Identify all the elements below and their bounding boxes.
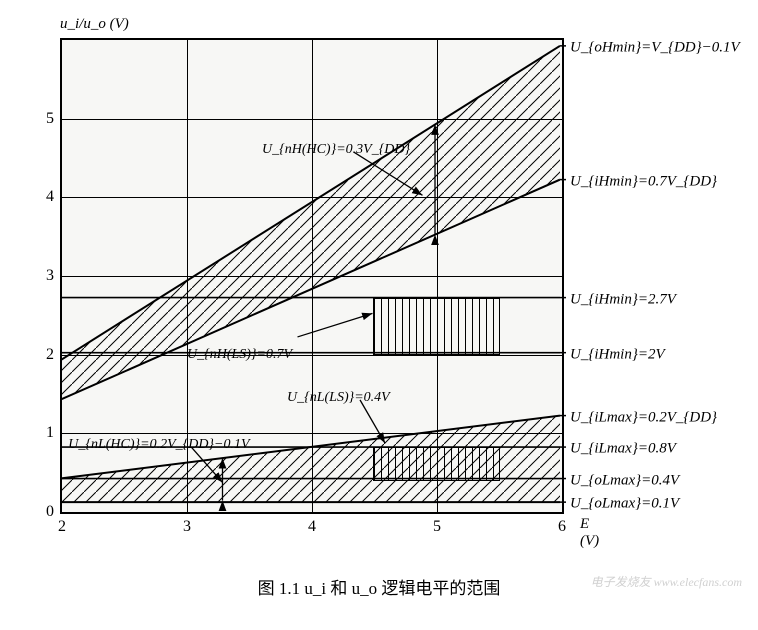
watermark: 电子发烧友 www.elecfans.com <box>591 573 742 590</box>
right-label: U_{iHmin}=0.7V_{DD} <box>570 173 717 190</box>
x-tick-label: 5 <box>433 518 441 536</box>
watermark-text: 电子发烧友 www.elecfans.com <box>591 575 742 589</box>
x-axis-title: E (V) <box>580 516 599 550</box>
annotation-label: U_{nL(HC)}=0.2V_{DD}−0.1V <box>68 437 249 453</box>
right-label: U_{iHmin}=2.7V <box>570 291 676 308</box>
annotation-label: U_{nH(HC)}=0.3V_{DD} <box>262 142 410 158</box>
chart-plot-area: 23456012345E (V)U_{oHmin}=V_{DD}−0.1VU_{… <box>60 38 564 514</box>
y-tick-label: 4 <box>46 188 54 206</box>
right-label: U_{oLmax}=0.1V <box>570 496 679 513</box>
annotation-label: U_{nL(LS)}=0.4V <box>287 390 390 406</box>
ls-range-box <box>373 298 500 355</box>
right-label: U_{iHmin}=2V <box>570 346 665 363</box>
y-tick-label: 1 <box>46 424 54 442</box>
y-axis-title: u_i/u_o (V) <box>60 16 129 33</box>
ls-range-box <box>373 447 500 480</box>
y-tick-label: 3 <box>46 267 54 285</box>
x-tick-label: 2 <box>58 518 66 536</box>
figure-caption-text: 图 1.1 u_i 和 u_o 逻辑电平的范围 <box>258 579 501 598</box>
right-label: U_{oHmin}=V_{DD}−0.1V <box>570 39 740 56</box>
right-label: U_{oLmax}=0.4V <box>570 472 679 489</box>
y-tick-label: 5 <box>46 110 54 128</box>
x-tick-label: 6 <box>558 518 566 536</box>
right-label: U_{iLmax}=0.2V_{DD} <box>570 409 717 426</box>
y-tick-label: 2 <box>46 346 54 364</box>
annotation-label: U_{nH(LS)}=0.7V <box>187 347 292 363</box>
x-tick-label: 3 <box>183 518 191 536</box>
x-tick-label: 4 <box>308 518 316 536</box>
y-tick-label: 0 <box>46 503 54 521</box>
right-label: U_{iLmax}=0.8V <box>570 441 676 458</box>
y-axis-title-text: u_i/u_o (V) <box>60 16 129 32</box>
